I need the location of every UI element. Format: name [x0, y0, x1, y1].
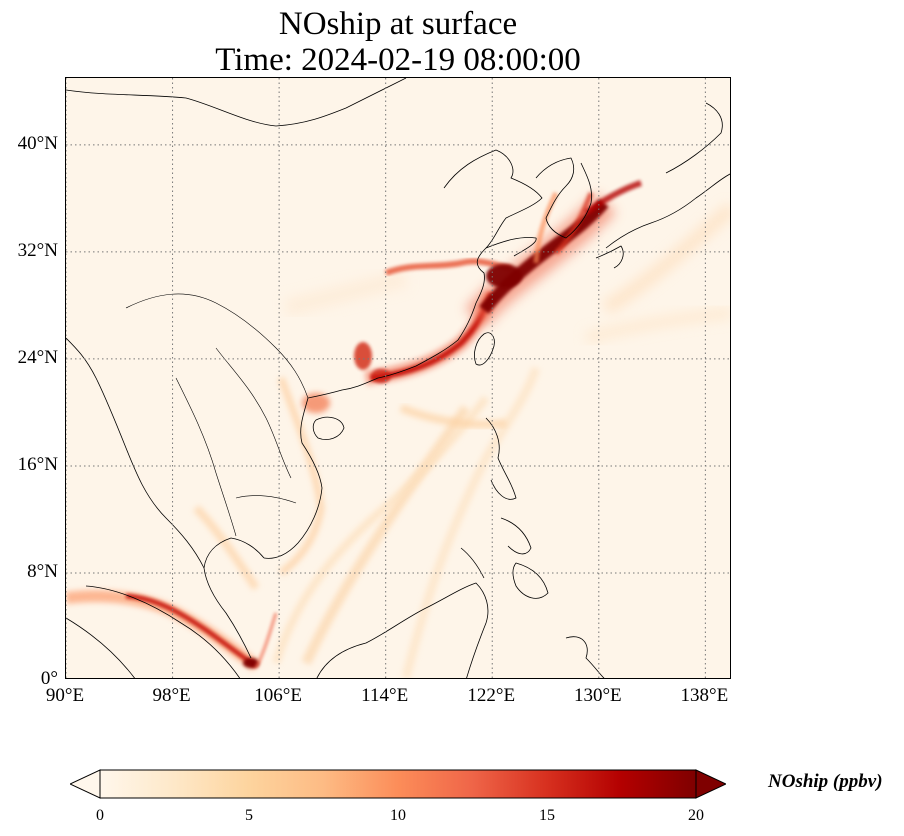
coast-china: [307, 149, 543, 399]
coast-shandong: [485, 237, 537, 257]
lon-tick-label: 98°E: [152, 685, 191, 706]
coast-korea: [535, 157, 593, 239]
colorbar: [70, 769, 726, 799]
plume-luzon-strait: [399, 404, 507, 429]
plume-shanghai-hotspot: [486, 264, 522, 288]
map-canvas: [66, 78, 730, 678]
border-north: [66, 78, 407, 127]
plume-vietnam-coast: [277, 376, 325, 576]
colorbar-title: NOship (ppbv): [768, 771, 883, 792]
lat-tick-label: 0°: [40, 668, 58, 689]
lon-tick-label: 114°E: [361, 685, 409, 706]
plume-korea-strait: [584, 180, 642, 216]
lat-tick-label: 8°N: [27, 560, 58, 582]
plume-yellow-sea-core: [479, 199, 609, 314]
plume-malacca-core: [125, 593, 258, 669]
map-title-line2: Time: 2024-02-19 08:00:00: [215, 42, 581, 78]
colorbar-body: [99, 769, 697, 799]
plume-bohai-branch: [533, 191, 559, 264]
coast-sumatra-south: [66, 617, 135, 678]
plume-pacific-south: [584, 307, 730, 344]
lat-tick-label: 16°N: [17, 453, 58, 475]
coast-borneo: [316, 582, 489, 678]
lat-tick-label: 24°N: [17, 346, 58, 368]
plume-singapore-south: [254, 612, 278, 669]
lon-tick-label: 130°E: [573, 685, 622, 706]
lon-tick-label: 138°E: [680, 685, 729, 706]
border-cambodia: [235, 495, 297, 504]
coast-japan-south: [595, 245, 624, 269]
lon-tick-label: 122°E: [467, 685, 516, 706]
lon-tick-label: 90°E: [45, 685, 85, 706]
plume-pacific-east: [602, 202, 730, 315]
colorbar-tick-label: 10: [390, 807, 406, 824]
coast-sumatra: [85, 585, 241, 678]
border-thailand: [175, 377, 237, 537]
gridlines: [66, 78, 730, 678]
lat-tick-label: 40°N: [17, 132, 58, 154]
plume-andaman: [193, 505, 260, 591]
coast-visayas: [500, 517, 532, 555]
coast-sulawesi: [565, 636, 605, 678]
colorbar-tick-label: 0: [96, 807, 104, 824]
plume-inland-china: [283, 269, 409, 317]
coast-myanmar: [66, 337, 205, 569]
plume-scs-lane-3: [401, 366, 541, 678]
coast-mindanao: [512, 562, 549, 599]
colorbar-extend-max: [695, 769, 726, 799]
plume-scs-lane-1: [301, 405, 471, 666]
plume-korea-west: [554, 192, 594, 255]
colorbar-tick-label: 15: [539, 807, 555, 824]
coast-vietnam: [263, 397, 323, 559]
plume-singapore-hotspot: [243, 658, 259, 668]
border-laos: [215, 347, 292, 479]
coast-luzon: [485, 417, 517, 500]
map-panel: [65, 77, 731, 679]
plume-scs-lane-2: [272, 395, 490, 665]
coast-palawan: [460, 547, 485, 579]
colorbar-extend-min: [70, 769, 101, 799]
map-title-line1: NOship at surface: [278, 6, 518, 42]
lon-tick-label: 106°E: [254, 685, 302, 706]
border-china-south: [125, 293, 309, 399]
lat-tick-label: 32°N: [17, 239, 58, 261]
coast-hainan: [312, 416, 345, 440]
coast-japan: [605, 173, 730, 249]
coast-japan-north: [665, 102, 723, 174]
plume-yangtze: [384, 258, 512, 276]
coast-taiwan: [474, 332, 495, 366]
colorbar-tick-label: 20: [688, 807, 704, 824]
noship-field: [66, 180, 730, 678]
colorbar-tick-label: 5: [245, 807, 253, 824]
plume-pearl-river: [354, 342, 372, 370]
